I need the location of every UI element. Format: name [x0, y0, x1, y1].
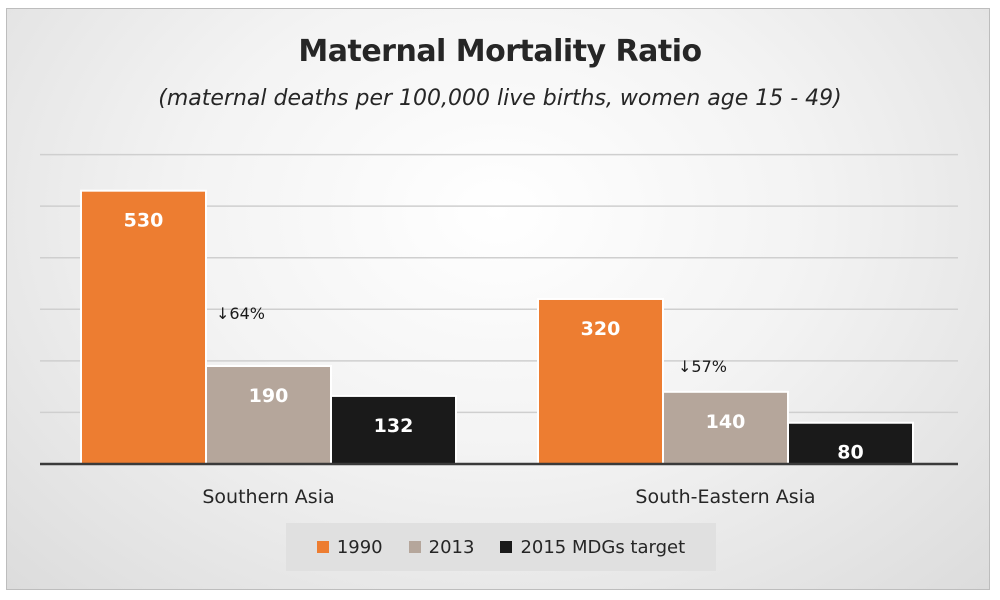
legend-item: 1990 [316, 536, 383, 558]
chart-legend: 1990 2013 2015 MDGs target [286, 523, 716, 571]
data-label: 190 [249, 385, 289, 407]
legend-swatch [408, 541, 421, 553]
annotation-reduction: ↓57% [678, 357, 727, 376]
category-label: South-Eastern Asia [635, 486, 815, 508]
chart-title: Maternal Mortality Ratio [298, 34, 702, 69]
legend-swatch [500, 541, 513, 553]
data-label: 80 [837, 442, 863, 464]
legend-label: 2013 [428, 536, 475, 558]
legend-swatch [316, 541, 329, 553]
legend-item: 2015 MDGs target [500, 537, 685, 558]
annotation-reduction: ↓64% [216, 304, 265, 323]
data-label: 140 [706, 411, 746, 433]
data-label: 132 [374, 415, 414, 437]
bar-1990-0 [80, 189, 207, 466]
data-label: 320 [581, 318, 621, 340]
bar-2013-0 [205, 365, 332, 465]
data-label: 530 [124, 210, 164, 232]
chart-subtitle: (maternal deaths per 100,000 live births… [158, 86, 842, 111]
legend-label: 2015 MDGs target [520, 536, 686, 558]
legend-label: 1990 [336, 536, 383, 558]
category-label: Southern Asia [202, 486, 334, 508]
legend-item: 2013 [408, 536, 475, 558]
bar-1990-1 [537, 297, 664, 466]
